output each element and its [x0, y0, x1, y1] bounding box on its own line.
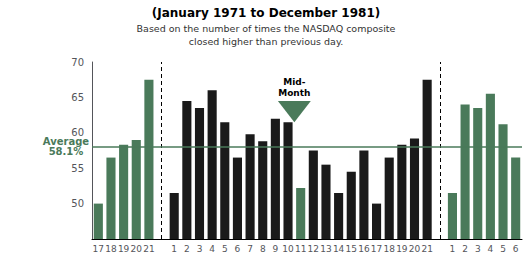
- svg-text:14: 14: [333, 244, 345, 254]
- svg-text:58.1%: 58.1%: [49, 146, 84, 157]
- svg-text:6: 6: [235, 244, 241, 254]
- svg-text:17: 17: [371, 244, 382, 254]
- svg-text:55: 55: [71, 163, 84, 174]
- svg-text:3: 3: [475, 244, 481, 254]
- svg-text:2: 2: [184, 244, 190, 254]
- svg-text:50: 50: [71, 198, 84, 209]
- svg-text:4: 4: [209, 244, 215, 254]
- svg-text:12: 12: [308, 244, 319, 254]
- svg-text:19: 19: [118, 244, 130, 254]
- svg-text:10: 10: [282, 244, 294, 254]
- svg-text:(January 1971 to December 1981: (January 1971 to December 1981): [152, 6, 380, 20]
- svg-text:17: 17: [93, 244, 104, 254]
- svg-text:19: 19: [396, 244, 408, 254]
- svg-text:20: 20: [409, 244, 421, 254]
- svg-text:1: 1: [171, 244, 177, 254]
- svg-text:13: 13: [320, 244, 331, 254]
- svg-text:5: 5: [500, 244, 506, 254]
- svg-text:Based on the number of times t: Based on the number of times the NASDAQ …: [137, 23, 396, 34]
- svg-text:60: 60: [71, 127, 84, 139]
- svg-text:Average: Average: [42, 135, 90, 147]
- svg-text:70: 70: [71, 57, 84, 68]
- svg-text:11: 11: [295, 244, 306, 254]
- svg-text:5: 5: [222, 244, 228, 254]
- svg-text:20: 20: [131, 244, 143, 254]
- svg-text:closed higher than previous da: closed higher than previous day.: [189, 36, 343, 47]
- svg-text:2: 2: [462, 244, 468, 254]
- svg-text:Month: Month: [278, 88, 310, 98]
- svg-text:6: 6: [513, 244, 519, 254]
- svg-text:1: 1: [450, 244, 456, 254]
- svg-text:18: 18: [105, 244, 117, 254]
- svg-text:18: 18: [383, 244, 395, 254]
- svg-text:4: 4: [488, 244, 494, 254]
- svg-text:65: 65: [71, 92, 84, 103]
- svg-text:3: 3: [197, 244, 203, 254]
- svg-text:16: 16: [358, 244, 370, 254]
- svg-text:Mid-: Mid-: [283, 77, 305, 87]
- svg-text:8: 8: [260, 244, 266, 254]
- svg-text:9: 9: [273, 244, 279, 254]
- svg-text:15: 15: [346, 244, 357, 254]
- svg-text:21: 21: [143, 244, 154, 254]
- svg-text:7: 7: [247, 244, 253, 254]
- svg-text:21: 21: [421, 244, 432, 254]
